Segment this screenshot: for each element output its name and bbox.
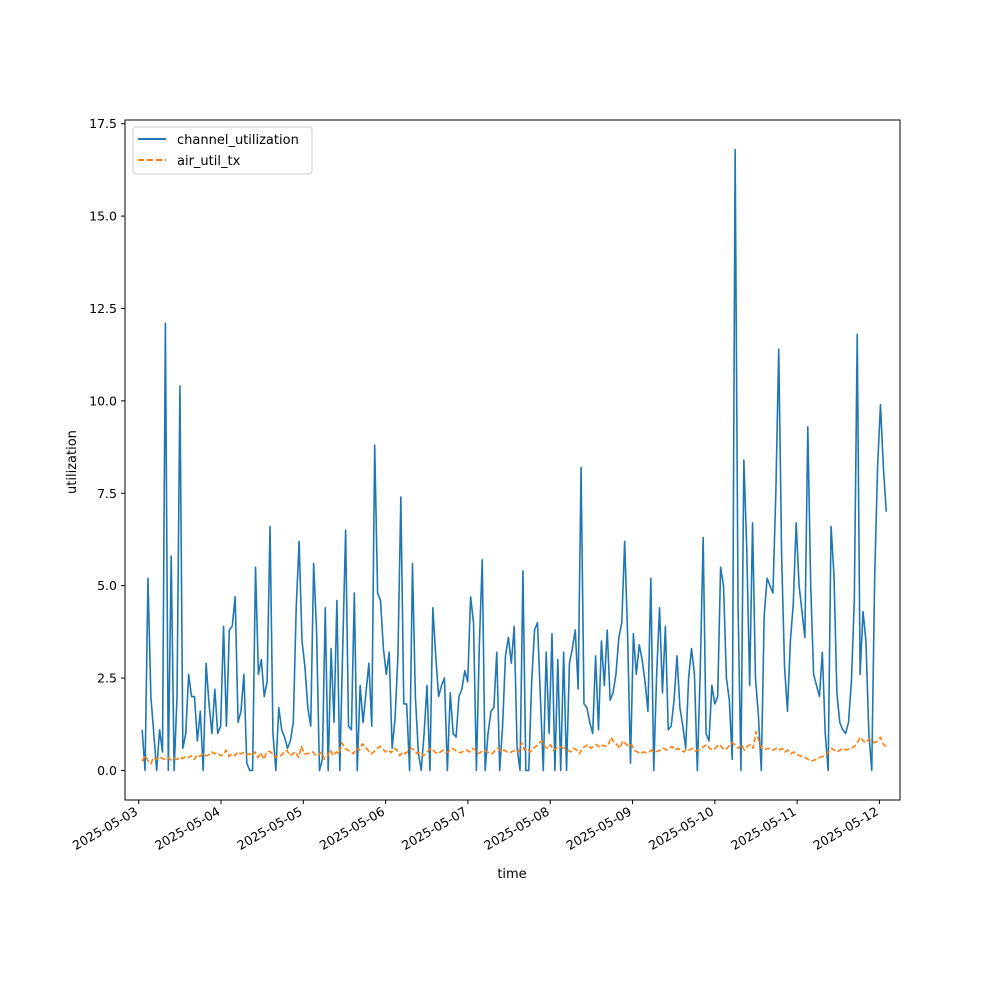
series-line-air-util-tx (141, 730, 887, 765)
y-tick-label: 17.5 (89, 116, 117, 131)
y-tick-label: 12.5 (89, 301, 117, 316)
series-line-channel-utilization (141, 148, 888, 772)
legend-box (132, 126, 313, 175)
y-axis-title: utilization (65, 430, 80, 494)
y-tick-label: 7.5 (97, 486, 117, 501)
legend-label-air-util-tx: air_util_tx (177, 154, 241, 169)
plot-lines (141, 148, 888, 772)
y-tick-label: 5.0 (97, 578, 117, 593)
legend: channel_utilization air_util_tx (132, 126, 313, 175)
y-tick-label: 0.0 (97, 763, 117, 778)
y-tick-label: 15.0 (89, 209, 117, 224)
y-tick-label: 10.0 (89, 393, 117, 408)
y-tick-label: 2.5 (97, 671, 117, 686)
legend-label-channel-utilization: channel_utilization (177, 133, 299, 148)
plot-frame (124, 119, 901, 801)
y-axis: 0.0 2.5 5.0 7.5 10.0 12.5 15.0 17.5 (89, 116, 125, 778)
x-axis-title: time (497, 867, 526, 882)
